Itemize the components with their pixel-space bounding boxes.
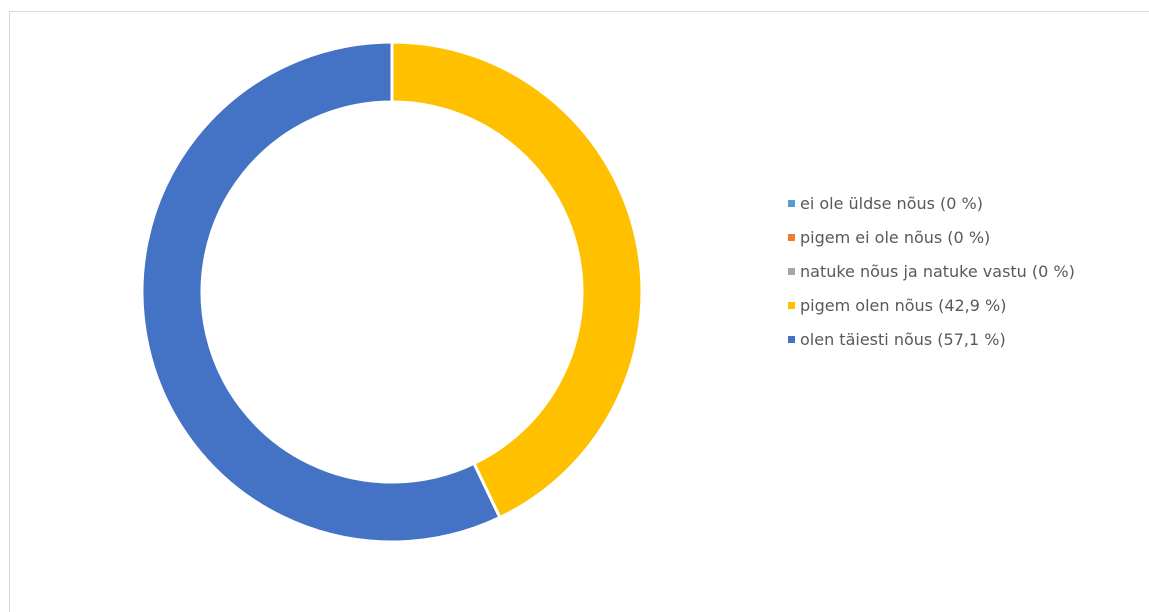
legend-swatch-icon <box>788 199 795 207</box>
chart-legend: ei ole üldse nõus (0 %) pigem ei ole nõu… <box>788 192 1075 362</box>
legend-label: olen täiesti nõus (57,1 %) <box>800 329 1006 349</box>
legend-swatch-icon <box>788 335 795 343</box>
legend-item: pigem olen nõus (42,9 %) <box>788 294 1075 316</box>
chart-frame <box>9 11 1149 612</box>
legend-label: natuke nõus ja natuke vastu (0 %) <box>800 261 1075 281</box>
donut-slice-3 <box>390 40 644 520</box>
legend-swatch-icon <box>788 267 795 275</box>
legend-label: pigem ei ole nõus (0 %) <box>800 227 991 247</box>
donut-chart <box>140 40 644 544</box>
legend-swatch-icon <box>788 301 795 309</box>
legend-item: natuke nõus ja natuke vastu (0 %) <box>788 260 1075 282</box>
legend-item: ei ole üldse nõus (0 %) <box>788 192 1075 214</box>
donut-slice-4 <box>140 40 502 544</box>
legend-label: ei ole üldse nõus (0 %) <box>800 193 983 213</box>
legend-label: pigem olen nõus (42,9 %) <box>800 295 1007 315</box>
legend-swatch-icon <box>788 233 795 241</box>
legend-item: olen täiesti nõus (57,1 %) <box>788 328 1075 350</box>
legend-item: pigem ei ole nõus (0 %) <box>788 226 1075 248</box>
